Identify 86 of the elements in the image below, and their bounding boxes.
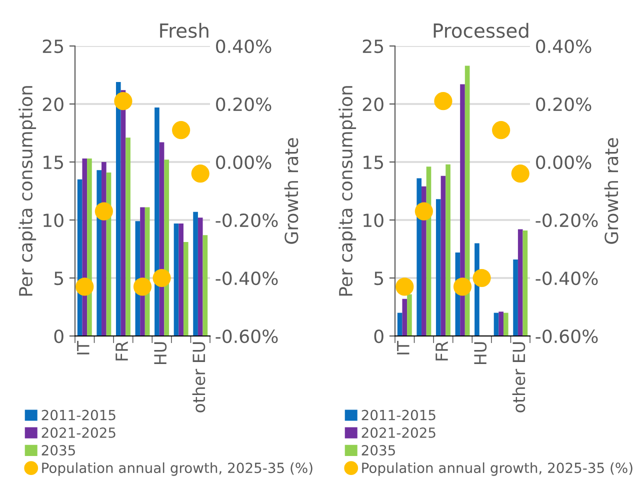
legend-label: Population annual growth, 2025-35 (%) xyxy=(362,462,632,476)
bar xyxy=(87,158,92,336)
y-axis-title: Per capita consumption xyxy=(338,86,356,296)
y-tick-label: 15 xyxy=(44,156,64,170)
bar xyxy=(518,229,523,336)
y2-tick-label: 0.20% xyxy=(536,97,592,112)
y2-tick-label: -0.60% xyxy=(536,329,598,344)
point xyxy=(396,278,414,296)
bar xyxy=(154,107,160,336)
point xyxy=(94,202,113,220)
bar xyxy=(436,199,441,336)
point xyxy=(414,202,433,220)
y-tick-label: 25 xyxy=(42,39,64,54)
bar xyxy=(178,223,184,336)
x-tick-label: IT xyxy=(77,340,90,354)
y-axis-title: Per capita consumption xyxy=(18,86,36,296)
legend-label: 2021-2025 xyxy=(42,427,116,438)
point xyxy=(492,121,510,140)
x-tick-label: FR xyxy=(436,341,448,360)
bar xyxy=(503,312,508,336)
y-tick-label: 0 xyxy=(54,329,64,344)
x-tick-label: IT xyxy=(397,340,410,354)
point xyxy=(511,164,530,183)
x-tick-label: FR xyxy=(116,341,128,360)
point xyxy=(434,92,452,110)
y2-axis-title: Growth rate xyxy=(604,138,618,244)
x-tick-label: HU xyxy=(474,342,487,364)
bar xyxy=(183,242,188,336)
bar xyxy=(460,84,465,336)
bar xyxy=(498,312,504,336)
y2-axis-title: Growth rate xyxy=(284,138,298,244)
y2-tick-label: -0.20% xyxy=(216,213,278,228)
legend-label: 2035 xyxy=(362,445,395,456)
bar xyxy=(416,178,422,336)
x-tick-label: other EU xyxy=(512,342,526,412)
chart-title: Processed xyxy=(434,22,528,38)
bar xyxy=(126,138,130,336)
point xyxy=(133,278,152,296)
y2-tick-label: 0.40% xyxy=(536,39,592,54)
bar xyxy=(513,259,518,336)
bar xyxy=(446,164,450,336)
bar xyxy=(193,212,198,336)
legend-label: Population annual growth, 2025-35 (%) xyxy=(42,462,312,476)
bar xyxy=(116,82,121,336)
y2-tick-label: 0.00% xyxy=(216,155,272,170)
bar xyxy=(174,223,179,336)
y2-tick-label: 0.00% xyxy=(536,155,592,170)
bar xyxy=(407,294,412,336)
legend-label: 2011-2015 xyxy=(362,410,436,420)
y-tick-label: 20 xyxy=(362,97,384,112)
point xyxy=(472,268,491,288)
y-tick-label: 10 xyxy=(44,213,64,228)
y2-tick-label: -0.60% xyxy=(216,329,278,344)
y-tick-label: 25 xyxy=(362,39,384,54)
bar xyxy=(96,170,102,336)
bar xyxy=(202,235,208,336)
point xyxy=(114,92,132,110)
y-tick-label: 5 xyxy=(374,272,384,286)
legend-label: 2021-2025 xyxy=(362,427,436,438)
y2-tick-label: 0.40% xyxy=(216,39,272,54)
y-tick-label: 5 xyxy=(54,272,64,286)
bar xyxy=(397,312,402,336)
point xyxy=(172,121,190,140)
chart-title: Fresh xyxy=(160,22,208,38)
legend-label: 2035 xyxy=(42,445,75,456)
y2-tick-label: -0.40% xyxy=(536,271,598,286)
bar xyxy=(440,176,446,336)
y-tick-label: 15 xyxy=(364,156,384,170)
bar xyxy=(494,312,499,336)
bar xyxy=(164,160,170,336)
y2-tick-label: 0.20% xyxy=(216,97,272,112)
y-tick-label: 20 xyxy=(42,97,64,112)
point xyxy=(191,164,210,183)
point xyxy=(453,278,472,296)
x-tick-label: other EU xyxy=(192,342,206,412)
legend-label: 2011-2015 xyxy=(42,410,116,420)
y-tick-label: 10 xyxy=(364,213,384,228)
point xyxy=(76,278,94,296)
x-tick-label: HU xyxy=(154,342,167,364)
y2-tick-label: -0.40% xyxy=(216,271,278,286)
point xyxy=(152,268,171,288)
bar xyxy=(402,298,408,336)
y2-tick-label: -0.20% xyxy=(536,213,598,228)
y-tick-label: 0 xyxy=(374,329,384,344)
bar xyxy=(522,230,528,336)
bar xyxy=(198,218,203,336)
